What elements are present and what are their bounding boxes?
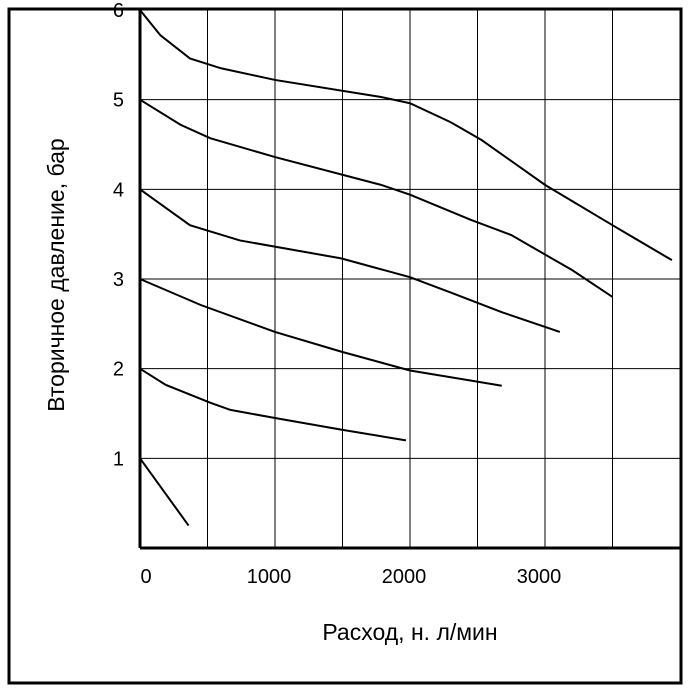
curve <box>139 367 407 442</box>
x-tick-label: 2000 <box>382 566 427 588</box>
y-tick-label: 2 <box>113 359 124 381</box>
x-tick-label: 0 <box>140 566 151 588</box>
curve <box>139 457 190 527</box>
curve <box>139 9 673 262</box>
y-tick-label: 4 <box>113 179 124 201</box>
curve <box>139 98 614 298</box>
x-tick-label: 3000 <box>517 566 562 588</box>
x-axis-label: Расход, н. л/мин <box>322 619 497 645</box>
frame <box>7 7 683 685</box>
y-tick-label: 3 <box>113 269 124 291</box>
y-axis-label: Вторичное давление, бар <box>43 138 69 411</box>
curve <box>139 188 561 333</box>
curve <box>139 278 502 387</box>
y-tick-label: 6 <box>113 0 124 22</box>
x-tick-label: 1000 <box>247 566 292 588</box>
y-tick-label: 1 <box>113 448 124 470</box>
y-tick-label: 5 <box>113 90 124 112</box>
